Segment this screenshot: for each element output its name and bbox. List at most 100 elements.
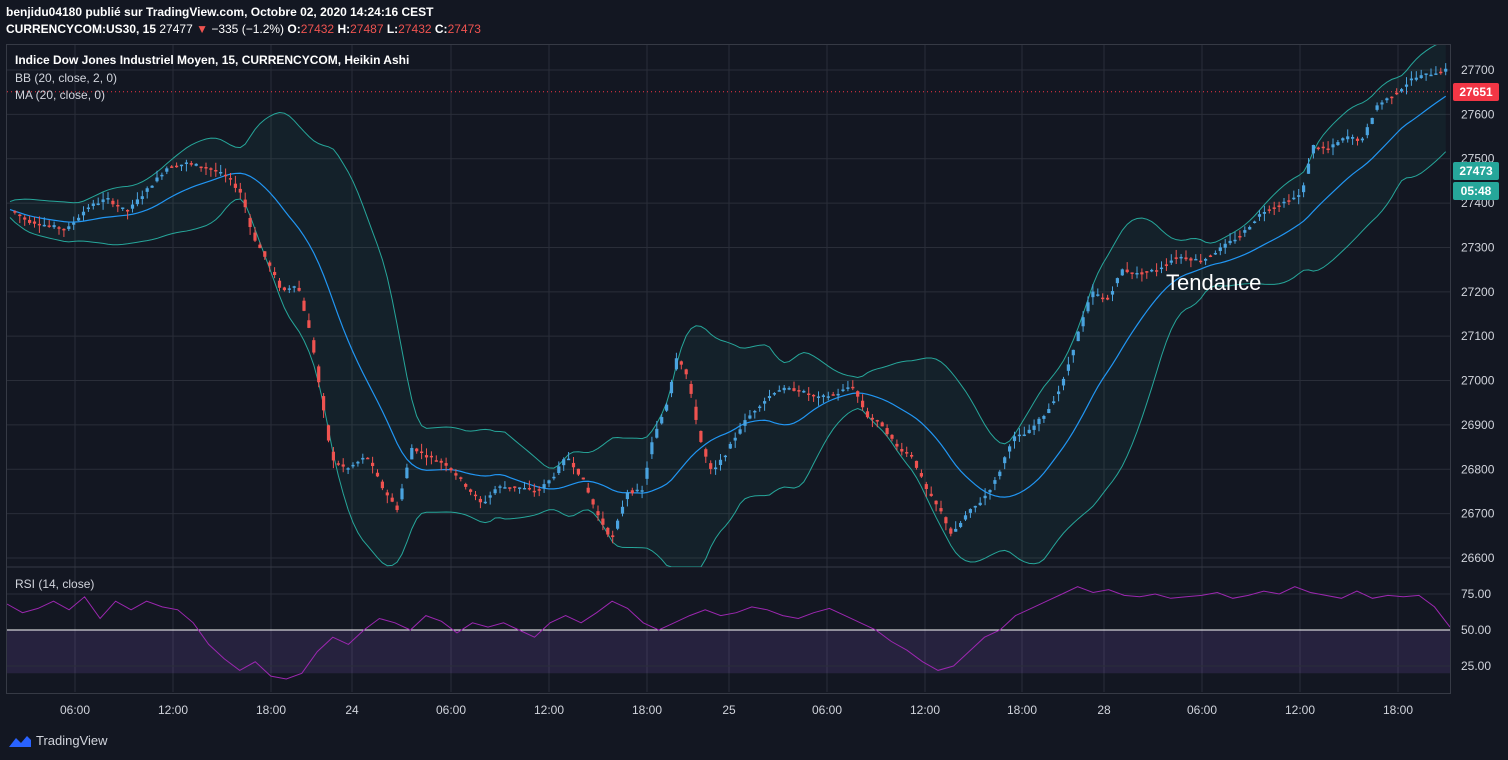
candle-body — [611, 535, 615, 538]
candle-body — [1287, 200, 1291, 202]
candle-body — [366, 457, 370, 460]
candle-body — [665, 404, 669, 411]
candle-body — [439, 460, 443, 463]
candle-body — [1061, 378, 1066, 386]
candle-body — [949, 528, 953, 534]
candle-body — [503, 487, 507, 489]
candle-body — [1228, 240, 1232, 244]
candle-body — [1253, 221, 1257, 223]
brand-name: TradingView — [36, 733, 108, 748]
footer-brand[interactable]: TradingView — [8, 733, 108, 748]
candle-body — [1027, 429, 1031, 434]
candle-body — [865, 411, 870, 418]
candle-body — [179, 164, 184, 167]
candle-body — [1042, 416, 1046, 419]
bb-legend[interactable]: BB (20, close, 2, 0) — [15, 71, 118, 85]
bb-fill — [10, 45, 1446, 567]
candle-body — [400, 488, 404, 500]
candle-body — [890, 434, 894, 439]
candle-body — [62, 228, 66, 231]
open-value: 27432 — [300, 22, 335, 36]
open-label: O: — [287, 22, 301, 36]
candle-body — [478, 498, 482, 503]
candle-body — [385, 492, 389, 496]
candle-body — [1400, 89, 1404, 92]
bb-lower-line — [9, 151, 1447, 567]
candle-body — [924, 484, 928, 489]
candle-body — [679, 361, 683, 365]
candle-body — [214, 169, 218, 172]
candle-body — [1223, 243, 1227, 248]
candle-body — [219, 172, 223, 174]
high-value: 27487 — [350, 22, 384, 36]
rsi-tick-label: 25.00 — [1461, 659, 1491, 673]
candle-body — [150, 185, 154, 188]
candle-body — [959, 522, 963, 527]
candle-body — [341, 464, 345, 467]
candle-body — [155, 177, 159, 182]
ma-legend[interactable]: MA (20, close, 0) — [15, 88, 106, 102]
candle-body — [32, 221, 37, 224]
candle-body — [282, 287, 286, 291]
candle-body — [390, 497, 394, 502]
candle-body — [841, 389, 845, 392]
y-tick-label: 26900 — [1461, 418, 1495, 432]
candle-body — [1204, 258, 1208, 261]
candle-body — [983, 495, 987, 499]
candle-body — [792, 388, 796, 391]
y-tick-label: 27700 — [1461, 63, 1495, 77]
candle-body — [469, 489, 473, 492]
candle-body — [96, 203, 100, 205]
candle-body — [1032, 425, 1036, 430]
candle-body — [268, 262, 272, 266]
candle-body — [47, 225, 51, 227]
candle-body — [1434, 73, 1438, 75]
candle-body — [537, 489, 541, 491]
candle-body — [821, 395, 825, 397]
candle-body — [424, 455, 429, 458]
ma-line — [9, 95, 1447, 498]
candle-body — [1150, 269, 1154, 272]
candle-body — [57, 227, 61, 229]
candle-body — [42, 224, 46, 227]
candle-body — [968, 509, 972, 513]
candle-body — [233, 183, 237, 188]
tradingview-logo-icon — [9, 735, 31, 747]
candle-body — [571, 462, 576, 468]
x-tick-label: 18:00 — [1383, 703, 1413, 717]
candle-body — [116, 204, 120, 207]
candle-body — [1125, 269, 1129, 273]
candle-body — [1194, 258, 1198, 261]
candle-body — [224, 174, 228, 177]
candle-body — [273, 271, 277, 276]
candle-body — [831, 394, 835, 396]
rsi-legend[interactable]: RSI (14, close) — [15, 577, 95, 591]
candle-body — [292, 286, 296, 288]
candle-body — [1213, 252, 1217, 255]
candle-body — [145, 188, 149, 192]
candle-body — [944, 517, 948, 524]
candle-body — [1174, 257, 1178, 259]
candle-body — [238, 188, 242, 193]
candle-body — [905, 452, 909, 454]
candle-body — [851, 386, 855, 389]
candle-body — [1017, 434, 1021, 437]
candle-body — [1316, 147, 1320, 150]
candle-body — [1346, 136, 1350, 140]
candle-body — [606, 527, 610, 535]
candle-body — [758, 406, 762, 409]
candle-body — [733, 437, 737, 441]
candle-body — [1130, 272, 1134, 274]
candle-body — [454, 473, 458, 476]
candle-body — [704, 449, 708, 457]
candle-body — [802, 390, 806, 393]
candle-body — [1409, 78, 1413, 81]
candle-body — [836, 393, 840, 396]
candle-body — [175, 165, 179, 168]
candle-body — [1302, 185, 1306, 193]
candle-body — [522, 487, 527, 490]
candle-body — [748, 415, 752, 419]
candle-body — [518, 487, 522, 489]
candle-body — [444, 463, 448, 466]
